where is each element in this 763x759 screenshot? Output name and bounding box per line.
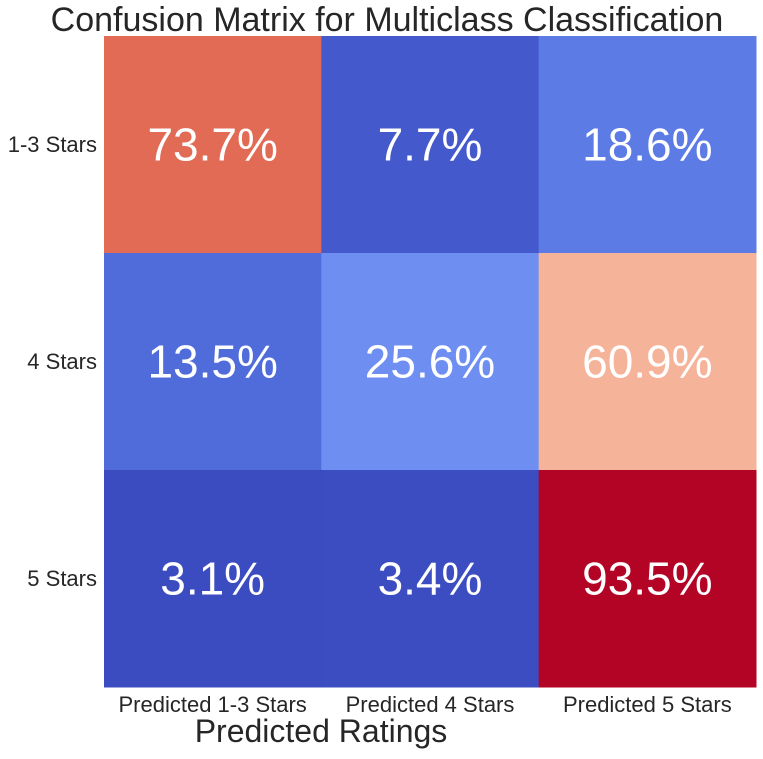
x-tick-label: Predicted 4 Stars: [346, 692, 515, 717]
x-tick-label: Predicted 5 Stars: [563, 692, 732, 717]
x-tick-labels: Predicted 1-3 Stars Predicted 4 Stars Pred…: [119, 692, 732, 717]
y-tick-labels: 1-3 Stars 4 Stars 5 Stars: [8, 132, 97, 591]
heatmap-cell-r1-c0: [104, 253, 322, 471]
cell-annotations: 73.7% 7.7% 18.6% 13.5% 25.6% 60.9% 3.1% 3.4% 93.…: [147, 119, 712, 605]
heatmap-cell-r2-c1: [321, 470, 540, 688]
cell-value-label: 25.6%: [365, 336, 495, 388]
heatmap-cell-r2-c0: [104, 470, 322, 688]
cell-value-label: 93.5%: [582, 553, 712, 605]
cell-value-label: 3.1%: [160, 553, 265, 605]
y-tick-label: 4 Stars: [27, 349, 97, 374]
cell-value-label: 13.5%: [147, 336, 277, 388]
heatmap-cell-r0-c2: [538, 36, 757, 254]
heatmap-cell-r0-c1: [321, 36, 540, 254]
y-tick-label: 5 Stars: [27, 566, 97, 591]
cell-value-label: 7.7%: [378, 119, 483, 171]
chart-title: Confusion Matrix for Multiclass Classifi…: [51, 1, 724, 39]
cell-value-label: 18.6%: [582, 119, 712, 171]
heatmap-cell-r1-c2: [538, 253, 757, 471]
y-tick-label: 1-3 Stars: [8, 132, 97, 157]
cell-value-label: 60.9%: [582, 336, 712, 388]
heatmap-cell-r1-c1: [321, 253, 540, 471]
heatmap-cell-r0-c0: [104, 36, 322, 254]
cell-value-label: 3.4%: [378, 553, 483, 605]
heatmap-cells: [104, 36, 757, 688]
heatmap-cell-r2-c2: [538, 470, 757, 688]
cell-value-label: 73.7%: [147, 119, 277, 171]
x-tick-label: Predicted 1-3 Stars: [119, 692, 307, 717]
x-axis-label: Predicted Ratings: [195, 713, 448, 749]
